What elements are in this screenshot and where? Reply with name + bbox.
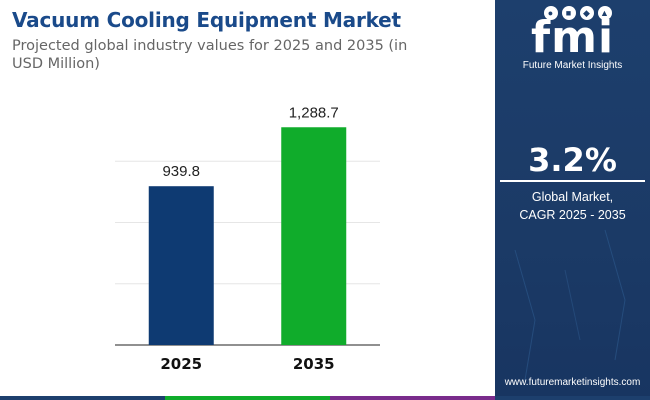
footer-bar-segment-1 [0, 396, 165, 400]
bar [148, 186, 214, 345]
decorative-lines [514, 229, 626, 381]
chart-subtitle: Projected global industry values for 202… [12, 38, 408, 72]
chart-title: Vacuum Cooling Equipment Market [12, 8, 401, 32]
x-tick-label: 2035 [293, 355, 335, 373]
sidebar-panel: ● ■ ◆ ▲ fmi Future Market Insights 3.2% … [495, 0, 650, 400]
logo-text: fmi [530, 12, 615, 63]
data-label: 1,288.7 [289, 104, 339, 121]
bar [281, 127, 347, 345]
person-icon: ▲ [597, 6, 612, 20]
cagr-divider [500, 180, 645, 182]
logo-subtitle: Future Market Insights [522, 60, 623, 71]
fmi-logo: ● ■ ◆ ▲ fmi Future Market Insights [495, 6, 650, 71]
footer-bar-segment-4 [495, 396, 650, 400]
footer-bar-segment-3 [330, 396, 495, 400]
cagr-label-line1: Global Market, [531, 190, 614, 204]
cagr-value: 3.2% [528, 141, 617, 179]
cagr-label-line2: CAGR 2025 - 2035 [519, 208, 626, 222]
website-link[interactable]: www.futuremarketinsights.com [504, 377, 641, 388]
bar-chart: 939.8 2025 1,288.7 2035 [115, 104, 380, 373]
car-icon: ■ [561, 6, 576, 20]
footer-bar-segment-2 [165, 396, 330, 400]
globe-icon: ● [543, 6, 558, 20]
data-label: 939.8 [162, 163, 200, 180]
x-tick-label: 2025 [160, 355, 202, 373]
cagr-label: Global Market, CAGR 2025 - 2035 [495, 188, 650, 224]
leaf-icon: ◆ [579, 6, 594, 20]
